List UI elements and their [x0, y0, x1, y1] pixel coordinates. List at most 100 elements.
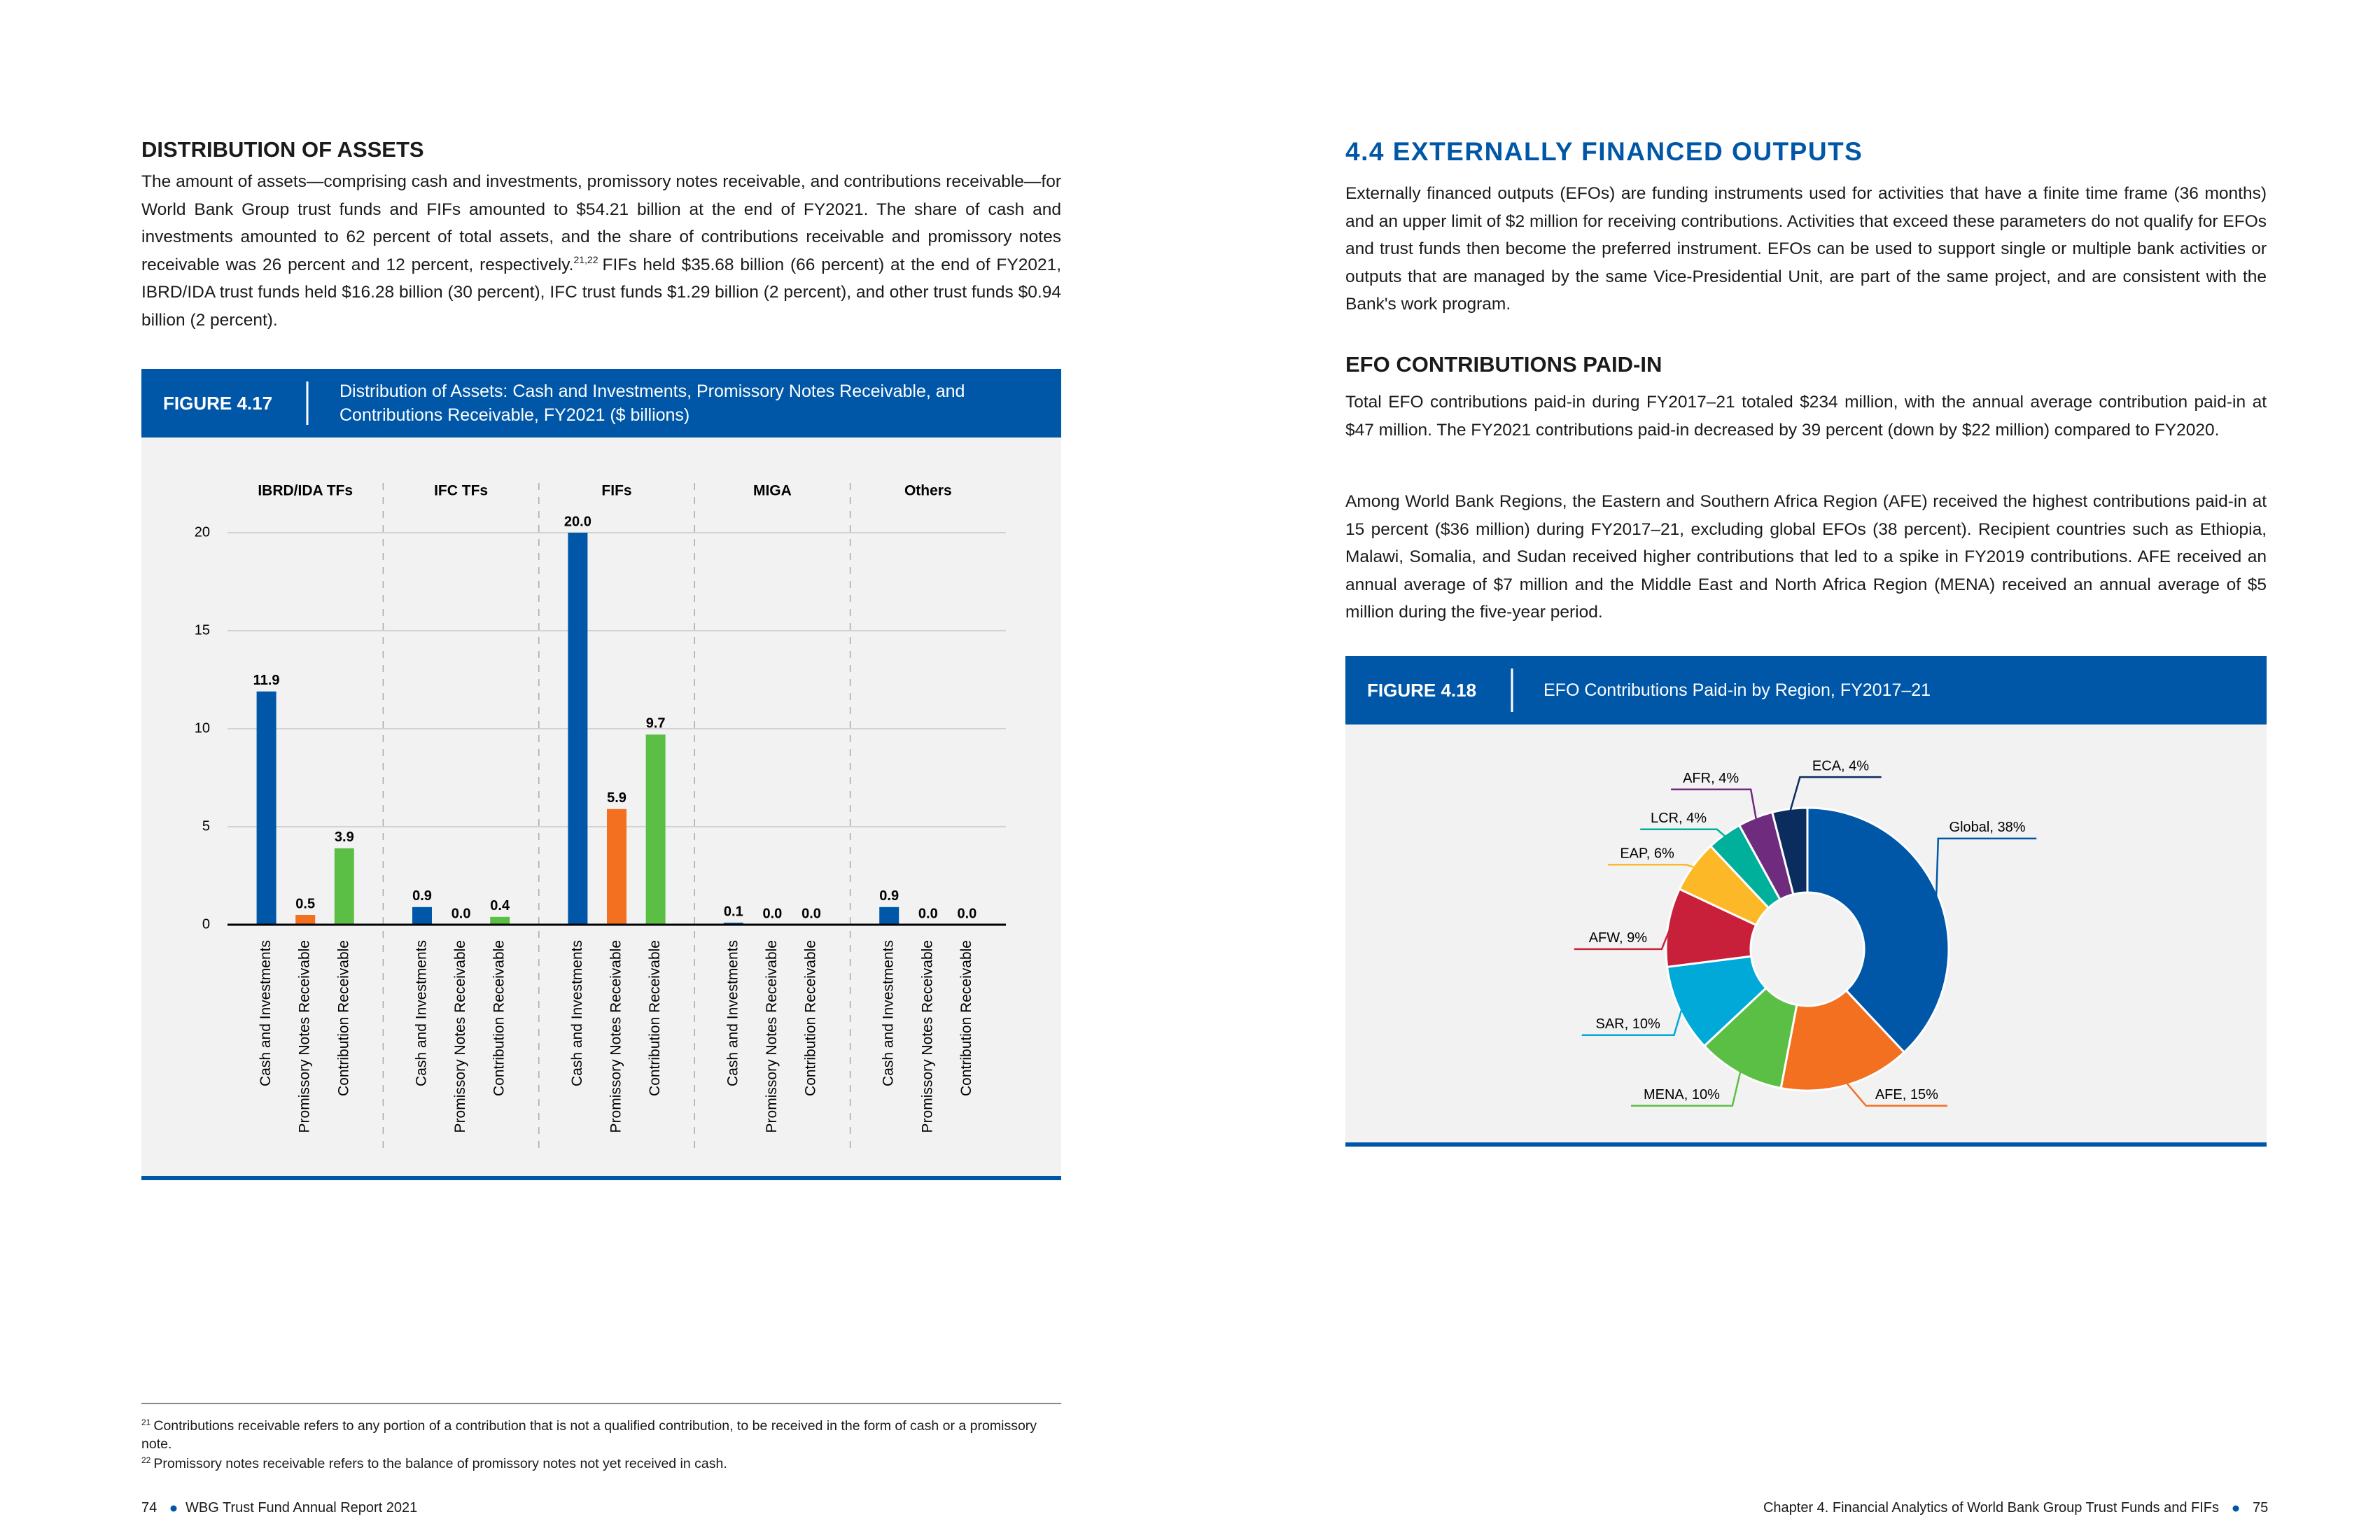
group-label: IBRD/IDA TFs [258, 483, 353, 499]
footnote-text: Contributions receivable refers to any p… [141, 1418, 1037, 1452]
x-tick-label: Promissory Notes Receivable [919, 940, 935, 1133]
x-tick-label: Promissory Notes Receivable [297, 940, 313, 1133]
y-tick-label: 10 [195, 720, 210, 736]
footnote: 21 Contributions receivable refers to any… [141, 1417, 1061, 1453]
paragraph: Total EFO contributions paid-in during F… [1345, 393, 2267, 440]
text: FIFs held $35.68 billion (66 percent) at… [141, 255, 1062, 330]
x-tick-label: Cash and Investments [414, 940, 430, 1086]
heading: 4.4 EXTERNALLY FINANCED OUTPUTS [1345, 137, 1863, 166]
figure-label: FIGURE 4.18 [1367, 680, 1477, 701]
value-label: 3.9 [335, 830, 354, 845]
leader-line [1845, 1082, 1947, 1107]
footer-dot [2232, 1505, 2239, 1512]
superscript: 21,22 [573, 254, 598, 266]
x-tick-label: Cash and Investments [258, 940, 274, 1086]
paragraph: The amount of assets—comprising cash and… [141, 168, 1061, 334]
value-label: 9.7 [646, 716, 666, 732]
x-tick-label: Contribution Receivable [491, 940, 507, 1096]
value-label: 0.1 [724, 904, 743, 919]
footer-dot [170, 1505, 177, 1512]
x-tick-label: Promissory Notes Receivable [452, 940, 468, 1133]
page-number: 74 [141, 1500, 158, 1516]
y-tick-label: 20 [195, 524, 210, 540]
donut-slice [1806, 806, 1950, 1054]
figure-band [1345, 656, 2267, 724]
value-label: 11.9 [253, 673, 280, 688]
x-tick-label: Contribution Receivable [335, 940, 351, 1096]
bar [568, 533, 588, 925]
leader-line [1671, 788, 1758, 821]
x-tick-label: Contribution Receivable [647, 940, 663, 1096]
footer-title: Chapter 4. Financial Analytics of World … [1763, 1500, 2219, 1516]
x-tick-label: Cash and Investments [724, 940, 741, 1086]
chart-rule [1345, 1142, 2267, 1147]
value-label: 0.9 [879, 888, 899, 904]
slice-label: Global, 38% [1949, 820, 2026, 835]
slice-label: SAR, 10% [1596, 1016, 1660, 1032]
footnote-text: Promissory notes receivable refers to th… [153, 1456, 727, 1471]
paragraph: Externally financed outputs (EFOs) are f… [1345, 184, 2267, 314]
value-label: 0.0 [451, 906, 471, 921]
slice-label: EAP, 6% [1620, 846, 1674, 862]
slice-label: ECA, 4% [1812, 758, 1869, 774]
x-tick-label: Contribution Receivable [958, 940, 974, 1096]
text: The amount of assets—comprising cash and… [141, 172, 1061, 274]
leader-line [1574, 927, 1672, 951]
x-tick-label: Contribution Receivable [803, 940, 819, 1096]
slice-label: LCR, 4% [1651, 811, 1707, 826]
group-label: Others [904, 483, 952, 499]
bar [490, 916, 510, 925]
bar [334, 848, 354, 925]
y-tick-label: 15 [195, 622, 210, 638]
chart-panel [141, 438, 1061, 1176]
donut-slice [1779, 988, 1906, 1092]
y-tick-label: 5 [202, 818, 210, 834]
leader-line [1608, 863, 1696, 869]
footnote: 22 Promissory notes receivable refers to … [141, 1455, 1061, 1473]
slice-label: AFW, 9% [1589, 930, 1648, 946]
bar [412, 906, 432, 925]
figure-band [141, 369, 1061, 438]
leader-line [1788, 776, 1882, 812]
bar [645, 734, 666, 925]
value-label: 20.0 [564, 514, 592, 529]
slice-label: AFE, 15% [1875, 1087, 1938, 1102]
footnote-number: 21 [141, 1417, 151, 1427]
leader-line [1631, 1070, 1742, 1107]
slice-label: AFR, 4% [1683, 771, 1739, 786]
figure-title: Distribution of Assets: Cash and Investm… [340, 382, 965, 425]
x-tick-label: Promissory Notes Receivable [764, 940, 780, 1133]
y-tick-label: 0 [202, 916, 210, 932]
heading: DISTRIBUTION OF ASSETS [141, 137, 424, 162]
value-label: 0.0 [762, 906, 782, 921]
footer-title: WBG Trust Fund Annual Report 2021 [186, 1500, 418, 1516]
value-label: 0.4 [490, 898, 510, 913]
subheading: EFO CONTRIBUTIONS PAID-IN [1345, 352, 1662, 377]
value-label: 0.9 [412, 888, 432, 904]
leader-line [1581, 1007, 1684, 1037]
value-label: 0.5 [295, 896, 315, 911]
leader-line [1640, 828, 1727, 838]
chart-rule [141, 1176, 1061, 1180]
value-label: 0.0 [918, 906, 938, 921]
bar [256, 691, 276, 925]
paragraph: Among World Bank Regions, the Eastern an… [1345, 492, 2267, 622]
group-label: MIGA [753, 483, 792, 499]
value-label: 5.9 [607, 790, 626, 806]
x-tick-label: Promissory Notes Receivable [608, 940, 624, 1133]
figure-title: EFO Contributions Paid-in by Region, FY2… [1544, 680, 1931, 700]
value-label: 0.0 [802, 906, 821, 921]
leader-line [1935, 837, 2037, 899]
x-tick-label: Cash and Investments [569, 940, 585, 1086]
group-label: FIFs [601, 483, 631, 499]
donut-slice [1770, 806, 1809, 896]
figure-label: FIGURE 4.17 [163, 393, 273, 414]
page-number: 75 [2253, 1500, 2269, 1516]
slice-label: MENA, 10% [1644, 1087, 1720, 1102]
footnote-number: 22 [141, 1455, 151, 1465]
x-tick-label: Cash and Investments [881, 940, 897, 1086]
bar [607, 808, 626, 925]
bar [879, 906, 899, 925]
